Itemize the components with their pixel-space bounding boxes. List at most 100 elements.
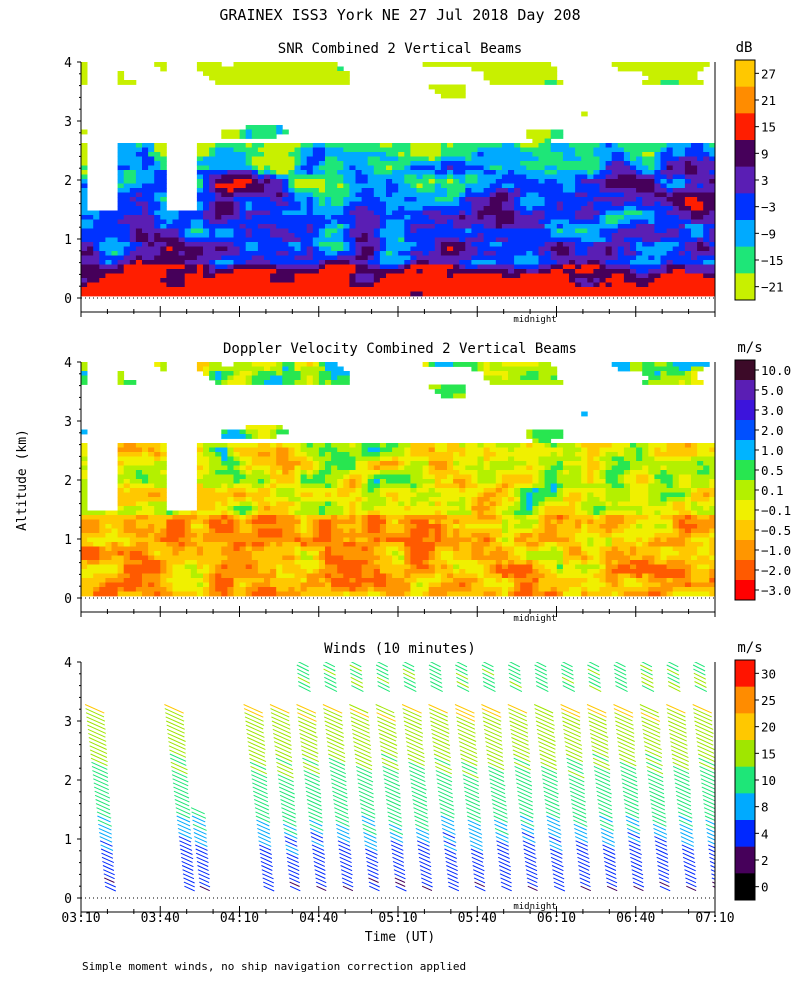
heatmap-cell bbox=[575, 210, 600, 216]
heatmap-cell bbox=[209, 201, 216, 207]
heatmap-cell bbox=[684, 537, 692, 543]
wind-barb bbox=[104, 881, 116, 888]
heatmap-cell bbox=[691, 443, 698, 448]
heatmap-cell bbox=[581, 411, 588, 417]
wind-barb bbox=[168, 741, 186, 750]
colorbar-label: 2.0 bbox=[761, 423, 784, 438]
heatmap-cell bbox=[154, 242, 167, 247]
heatmap-cell bbox=[245, 582, 253, 588]
heatmap-cell bbox=[239, 246, 247, 252]
heatmap-cell bbox=[245, 380, 253, 385]
heatmap-cell bbox=[416, 564, 430, 570]
heatmap-cell bbox=[453, 551, 472, 556]
heatmap-cell bbox=[386, 551, 393, 556]
heatmap-cell bbox=[501, 174, 527, 180]
heatmap-cell bbox=[251, 161, 295, 166]
wind-barb bbox=[579, 877, 591, 883]
heatmap-cell bbox=[501, 573, 509, 579]
heatmap-cell bbox=[349, 492, 362, 498]
wind-barb bbox=[653, 832, 668, 839]
wind-barb bbox=[382, 765, 399, 775]
heatmap-cell bbox=[331, 519, 356, 525]
heatmap-cell bbox=[215, 452, 222, 457]
heatmap-cell bbox=[276, 492, 295, 498]
wind-barb bbox=[489, 778, 506, 787]
heatmap-cell bbox=[233, 515, 240, 520]
heatmap-cell bbox=[611, 233, 680, 238]
heatmap-cell bbox=[148, 210, 155, 216]
heatmap-cell bbox=[294, 551, 301, 556]
heatmap-cell bbox=[434, 443, 448, 448]
heatmap-cell bbox=[288, 183, 295, 189]
wind-barb bbox=[96, 811, 112, 819]
heatmap-cell bbox=[642, 170, 655, 175]
heatmap-cell bbox=[526, 560, 533, 565]
heatmap-cell bbox=[514, 533, 521, 538]
heatmap-cell bbox=[270, 578, 301, 583]
wind-barb bbox=[195, 852, 209, 860]
wind-barb bbox=[298, 685, 311, 693]
heatmap-cell bbox=[331, 528, 344, 534]
heatmap-cell bbox=[453, 474, 472, 480]
heatmap-cell bbox=[337, 219, 356, 225]
wind-barb bbox=[494, 823, 508, 831]
wind-barb bbox=[395, 885, 407, 892]
wind-barb bbox=[170, 761, 188, 771]
heatmap-cell bbox=[361, 582, 375, 588]
heatmap-cell bbox=[636, 197, 643, 202]
heatmap-cell bbox=[581, 474, 588, 480]
heatmap-cell bbox=[349, 228, 375, 234]
heatmap-cell bbox=[233, 497, 247, 502]
wind-barb bbox=[313, 860, 326, 867]
heatmap-cell bbox=[410, 488, 417, 493]
heatmap-cell bbox=[514, 582, 521, 588]
heatmap-cell bbox=[434, 573, 442, 579]
wind-barb bbox=[385, 790, 401, 799]
heatmap-cell bbox=[312, 456, 332, 462]
wind-barb bbox=[252, 790, 269, 799]
wind-barb bbox=[355, 761, 373, 771]
heatmap-cell bbox=[526, 501, 533, 507]
altitude-tick-label: 1 bbox=[64, 533, 72, 548]
heatmap-cell bbox=[251, 564, 259, 570]
heatmap-cell bbox=[605, 492, 631, 498]
colorbar-swatch bbox=[735, 60, 755, 87]
wind-barb bbox=[592, 753, 609, 762]
heatmap-cell bbox=[666, 578, 674, 583]
heatmap-cell bbox=[251, 510, 259, 516]
heatmap-cell bbox=[81, 287, 715, 292]
heatmap-cell bbox=[117, 75, 125, 81]
heatmap-cell bbox=[538, 156, 564, 162]
heatmap-cell bbox=[221, 501, 228, 507]
heatmap-cell bbox=[154, 533, 167, 538]
heatmap-cell bbox=[312, 152, 326, 157]
wind-barb bbox=[617, 745, 635, 754]
wind-barb bbox=[249, 757, 267, 767]
heatmap-cell bbox=[422, 62, 552, 67]
heatmap-cell bbox=[81, 591, 94, 597]
heatmap-cell bbox=[587, 492, 594, 498]
heatmap-cell bbox=[184, 251, 204, 256]
heatmap-cell bbox=[538, 269, 552, 274]
wind-barb bbox=[588, 662, 600, 668]
wind-barb bbox=[436, 778, 452, 786]
heatmap-cell bbox=[422, 474, 436, 480]
wind-barb bbox=[362, 823, 377, 831]
wind-barb bbox=[435, 770, 452, 779]
heatmap-cell bbox=[282, 542, 301, 547]
heatmap-cell bbox=[434, 183, 442, 189]
heatmap-cell bbox=[184, 546, 198, 552]
heatmap-cell bbox=[569, 501, 576, 507]
heatmap-cell bbox=[428, 251, 442, 256]
heatmap-cell bbox=[294, 246, 301, 252]
wind-barb bbox=[483, 728, 503, 738]
wind-barb bbox=[674, 778, 690, 787]
heatmap-cell bbox=[166, 542, 179, 547]
heatmap-cell bbox=[581, 591, 588, 597]
wind-barb bbox=[411, 790, 428, 799]
wind-barb bbox=[404, 728, 424, 738]
heatmap-cell bbox=[251, 375, 271, 381]
heatmap-cell bbox=[440, 161, 466, 166]
wind-barb bbox=[518, 807, 534, 815]
heatmap-cell bbox=[544, 179, 558, 184]
